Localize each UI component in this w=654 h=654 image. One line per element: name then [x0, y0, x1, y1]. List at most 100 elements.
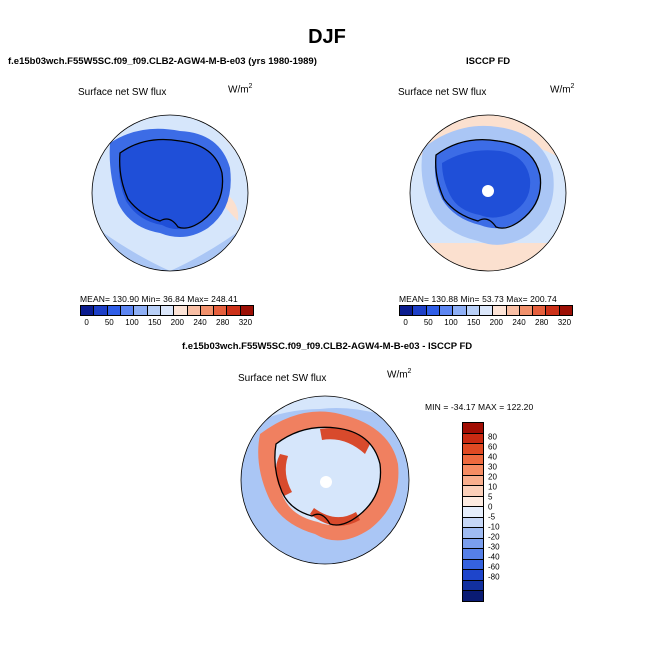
- colorbar-tick-label: 0: [403, 318, 408, 327]
- panel-diff-header: f.e15b03wch.F55W5SC.f09_f09.CLB2-AGW4-M-…: [182, 341, 473, 352]
- diff-pale-north: [241, 396, 409, 429]
- colorbar-tick-label: 30: [488, 462, 497, 472]
- colorbar-swatch: [463, 433, 483, 444]
- colorbar-swatch: [147, 306, 161, 315]
- obs-coastline: [435, 138, 542, 229]
- colorbar-swatch: [506, 306, 520, 315]
- colorbar-tick-label: 320: [238, 318, 253, 327]
- colorbar-swatch: [519, 306, 534, 315]
- colorbar-tick-label: 200: [489, 318, 504, 327]
- obs-map-border: [409, 114, 567, 272]
- colorbar-swatch: [453, 306, 467, 315]
- colorbar-tick-label: 100: [125, 318, 139, 327]
- colorbar-swatch: [107, 306, 121, 315]
- colorbar-swatch: [463, 549, 483, 560]
- diff-map-border: [240, 395, 410, 565]
- colorbar-swatch: [120, 306, 135, 315]
- diff-red-dark-south: [310, 508, 360, 526]
- panel-obs-units: W/m2: [550, 83, 575, 96]
- colorbar-tick-label: 5: [488, 492, 493, 502]
- colorbar-tick-label: -5: [488, 512, 496, 522]
- colorbar-tick-label: 200: [170, 318, 185, 327]
- colorbar-tick-label: 100: [444, 318, 458, 327]
- panel-diff-field-label: Surface net SW flux: [238, 373, 327, 384]
- colorbar-tick-label: 20: [488, 472, 497, 482]
- colorbar-swatch: [200, 306, 215, 315]
- colorbar-swatch: [439, 306, 454, 315]
- colorbar-tick-label: 150: [466, 318, 481, 327]
- panel-diff-units: W/m2: [387, 368, 412, 381]
- colorbar-swatch: [463, 454, 483, 465]
- panel-obs-colorbar-ticks: 0 50 100 150 200 240 280 320: [399, 318, 571, 328]
- colorbar-tick-label: -30: [488, 542, 500, 552]
- panel-diff-colorbar-ticks: 80 60 40 30 20 10 5 0 -5 -10 -20 -30 -40 -60 -80: [488, 422, 518, 592]
- colorbar-swatch: [463, 580, 483, 591]
- colorbar-swatch: [463, 517, 483, 528]
- colorbar-tick-label: -80: [488, 572, 500, 582]
- colorbar-swatch: [463, 496, 483, 507]
- obs-warm-patch-south: [410, 243, 566, 271]
- colorbar-tick-label: 240: [512, 318, 526, 327]
- panel-obs-header: ISCCP FD: [466, 56, 511, 67]
- colorbar-swatch: [174, 306, 188, 315]
- panel-model-colorbar: [80, 305, 254, 316]
- colorbar-tick-label: 80: [488, 432, 497, 442]
- colorbar-swatch: [466, 306, 480, 315]
- panel-obs-colorbar: [399, 305, 573, 316]
- colorbar-tick-label: 10: [488, 482, 497, 492]
- colorbar-swatch: [463, 475, 483, 486]
- diff-coastline: [274, 426, 382, 526]
- diff-pole-hole: [320, 476, 332, 488]
- colorbar-swatch: [533, 306, 547, 315]
- colorbar-tick-label: -20: [488, 532, 500, 542]
- colorbar-swatch: [134, 306, 148, 315]
- panel-diff-colorbar: [462, 422, 484, 602]
- panel-model-colorbar-ticks: 0 50 100 150 200 240 280 320: [80, 318, 252, 328]
- colorbar-swatch: [400, 306, 414, 315]
- colorbar-swatch: [463, 423, 483, 434]
- colorbar-swatch: [463, 570, 483, 581]
- colorbar-tick-label: -10: [488, 522, 500, 532]
- colorbar-swatch: [214, 306, 228, 315]
- colorbar-swatch: [463, 528, 483, 539]
- panel-model-map: [91, 114, 249, 272]
- colorbar-swatch: [160, 306, 175, 315]
- obs-ice-inner: [442, 150, 531, 218]
- panel-diff-stats: MIN = -34.17 MAX = 122.20: [425, 402, 534, 412]
- colorbar-tick-label: -60: [488, 562, 500, 572]
- colorbar-tick-label: 280: [216, 318, 230, 327]
- colorbar-swatch: [463, 591, 483, 601]
- colorbar-tick-label: 150: [147, 318, 162, 327]
- colorbar-swatch: [493, 306, 507, 315]
- panel-diff-map: [240, 395, 410, 565]
- colorbar-swatch: [413, 306, 427, 315]
- colorbar-swatch: [559, 306, 573, 315]
- panel-obs-field-label: Surface net SW flux: [398, 87, 487, 98]
- panel-model-field-label: Surface net SW flux: [78, 87, 167, 98]
- page-title: DJF: [308, 26, 346, 48]
- colorbar-swatch: [463, 507, 483, 518]
- obs-pole-hole: [482, 185, 494, 197]
- colorbar-swatch: [463, 538, 483, 549]
- colorbar-swatch: [463, 559, 483, 570]
- colorbar-swatch: [463, 486, 483, 497]
- colorbar-tick-label: 50: [423, 318, 433, 327]
- colorbar-swatch: [81, 306, 95, 315]
- colorbar-swatch: [240, 306, 254, 315]
- colorbar-tick-label: 320: [557, 318, 572, 327]
- colorbar-swatch: [479, 306, 494, 315]
- colorbar-tick-label: 0: [84, 318, 89, 327]
- colorbar-swatch: [463, 444, 483, 455]
- colorbar-swatch: [546, 306, 560, 315]
- model-map-border: [91, 114, 249, 272]
- colorbar-swatch: [426, 306, 440, 315]
- colorbar-tick-label: 240: [193, 318, 207, 327]
- model-coastline: [119, 138, 224, 229]
- panel-obs-map: [409, 114, 567, 272]
- colorbar-tick-label: 60: [488, 442, 497, 452]
- colorbar-tick-label: -40: [488, 552, 500, 562]
- colorbar-swatch: [187, 306, 201, 315]
- colorbar-swatch: [94, 306, 108, 315]
- colorbar-tick-label: 0: [488, 502, 493, 512]
- panel-model-stats: MEAN= 130.90 Min= 36.84 Max= 248.41: [80, 294, 238, 304]
